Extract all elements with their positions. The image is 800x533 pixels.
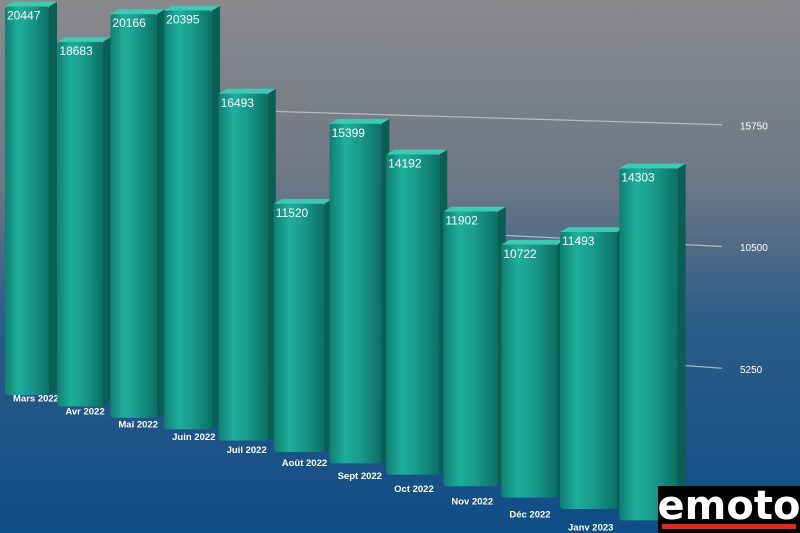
value-label: 14303: [621, 171, 655, 185]
bar-top: [57, 37, 111, 42]
x-tick-label: Nov 2022: [451, 497, 493, 508]
bar-top: [329, 118, 390, 124]
bar: [218, 93, 268, 441]
value-label: 20447: [7, 9, 41, 23]
bar-top: [273, 198, 333, 204]
value-label: 20395: [166, 13, 200, 27]
bar: [164, 10, 213, 430]
value-label: 18683: [59, 44, 93, 58]
bar-side: [49, 1, 57, 395]
x-tick-label: Juil 2022: [227, 445, 267, 456]
x-tick-label: Avr 2022: [65, 406, 104, 417]
bar: [443, 211, 498, 487]
value-label: 16493: [221, 96, 255, 110]
value-label: 15399: [332, 126, 366, 140]
logo-text: emoto: [658, 483, 800, 529]
grid-line: [199, 108, 723, 126]
logo-underline: [662, 524, 796, 529]
bar-side: [677, 163, 686, 521]
bar-side: [157, 9, 165, 418]
x-tick-label: Juin 2022: [172, 432, 215, 443]
x-tick-label: Janv 2023: [568, 523, 613, 533]
bar: [329, 123, 382, 464]
bar: [110, 14, 157, 418]
value-label: 11520: [276, 206, 309, 220]
value-label: 20166: [112, 16, 146, 30]
x-tick-label: Mars 2022: [13, 394, 59, 405]
x-tick-label: Sept 2022: [338, 471, 382, 482]
x-tick-label: Oct 2022: [394, 484, 434, 495]
bar: [501, 244, 558, 498]
bar-top: [619, 163, 686, 169]
bar-top: [560, 227, 625, 233]
y-tick-label: 15750: [740, 121, 768, 132]
x-tick-label: Août 2022: [282, 458, 327, 469]
y-tick-label: 10500: [740, 243, 768, 254]
bars: 20447 Mars 2022 18683 Avr 2022 20166 Mai 2022…: [5, 1, 686, 533]
value-label: 10722: [503, 247, 537, 261]
bar: [560, 232, 617, 509]
x-tick-label: Mai 2022: [118, 419, 158, 430]
bar: [619, 168, 678, 521]
bar-top: [501, 239, 566, 245]
bar-side: [102, 37, 111, 407]
bar: [5, 6, 49, 396]
x-tick-label: Déc 2022: [509, 510, 550, 521]
bar: [386, 154, 440, 475]
bar-top: [386, 149, 448, 155]
bar: [57, 41, 103, 407]
bar-top: [5, 1, 57, 7]
bar-top: [443, 206, 506, 212]
bar-top: [164, 5, 221, 11]
logo: emoto: [658, 483, 800, 533]
value-label: 11493: [562, 234, 595, 248]
y-tick-label: 5250: [740, 365, 763, 376]
bar-top: [110, 9, 165, 15]
value-label: 11902: [445, 214, 478, 228]
bar: [273, 203, 325, 452]
value-label: 14192: [388, 157, 422, 171]
bar-top: [218, 88, 276, 94]
bar-side: [212, 5, 221, 430]
